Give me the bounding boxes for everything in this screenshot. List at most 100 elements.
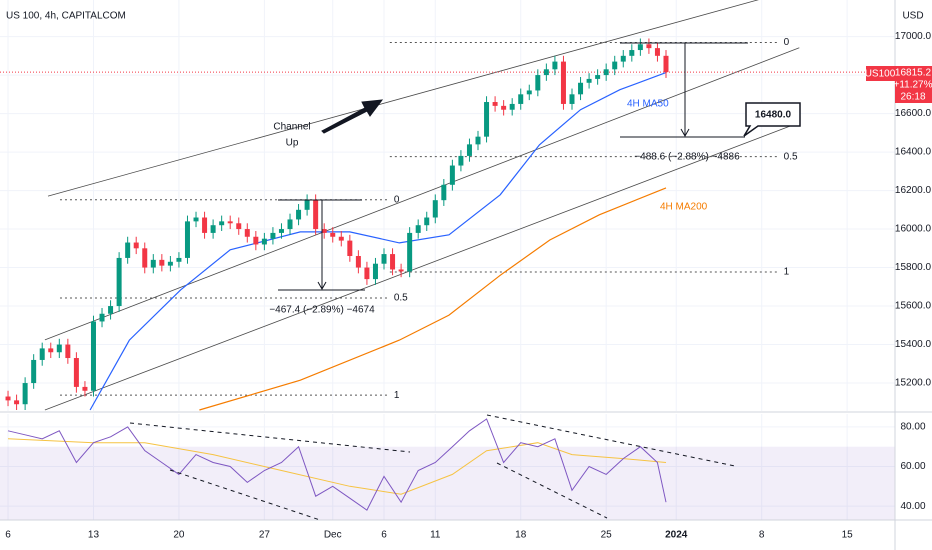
y-tick-label: 15400.0 (895, 339, 932, 350)
candle-body (73, 358, 79, 387)
x-tick-label: 15 (842, 530, 854, 541)
moving-average (199, 187, 667, 411)
candle-body (390, 254, 396, 270)
candle-body (22, 383, 28, 405)
candle-body (82, 386, 88, 391)
candle-body (663, 55, 669, 73)
candle-body (236, 223, 242, 230)
candle-body (142, 248, 148, 268)
rsi-band (0, 446, 895, 520)
x-tick-label: 2024 (665, 530, 688, 541)
x-tick-label: 25 (601, 530, 613, 541)
candle-body (347, 240, 353, 257)
change: +11.27% (893, 80, 932, 91)
candle-body (586, 78, 592, 83)
candle-body (372, 263, 378, 280)
y-tick-label: 60.00 (900, 461, 925, 472)
candle-body (432, 200, 438, 218)
candle-body (595, 75, 601, 79)
channel-line (44, 124, 795, 411)
candle-body (304, 200, 310, 210)
measure-arrow-head (680, 128, 690, 138)
y-tick-label: 16400.0 (895, 147, 932, 158)
candle-body (569, 94, 575, 104)
candle-body (116, 257, 122, 307)
candle-body (244, 229, 250, 237)
fib-label: 1 (394, 390, 400, 401)
last-price: 16815.2 (895, 68, 932, 79)
candle-body (578, 82, 584, 95)
candle-body (219, 221, 225, 226)
channel-line (44, 47, 800, 341)
candle-body (39, 348, 45, 360)
candle-body (99, 313, 105, 322)
y-tick-label: 17000.0 (895, 31, 932, 42)
y-tick-label: 80.00 (900, 422, 925, 433)
drawings (129, 42, 801, 521)
annotation: Channel (273, 122, 310, 133)
candle-body (620, 55, 626, 62)
candle-body (313, 200, 319, 230)
candle-body (125, 242, 131, 258)
candle-body (398, 269, 404, 272)
candle-body (133, 242, 139, 249)
candle-body (424, 217, 430, 226)
y-tick-label: 15800.0 (895, 262, 932, 273)
rsi-pane (0, 414, 895, 520)
rsi-trendline (129, 422, 411, 453)
candle-body (603, 69, 609, 76)
x-tick-label: 8 (759, 530, 765, 541)
price-tag (895, 66, 932, 103)
candle-body (543, 69, 549, 76)
candle-body (56, 344, 62, 353)
candle-body (441, 184, 447, 201)
arrow (321, 99, 384, 134)
rsi-ma (7, 438, 667, 495)
candle-body (108, 306, 114, 314)
candle-body (253, 236, 259, 245)
candle-body (287, 219, 293, 230)
candle-body (14, 400, 20, 405)
candle-body (475, 136, 481, 145)
candle-body (321, 229, 327, 233)
fib-label: 0.5 (394, 293, 408, 304)
x-tick-label: 18 (515, 530, 527, 541)
candle-body (227, 221, 233, 224)
candle-body (261, 238, 267, 245)
x-tick-label: Dec (324, 530, 342, 541)
price-pane: 0 0.5 1 0 0.5 1 (0, 0, 895, 411)
fib-label: 0.5 (784, 151, 798, 162)
candle-body (381, 254, 387, 264)
candle-body (535, 75, 541, 91)
rsi-trendline (169, 469, 321, 521)
chart-title: US 100, 4h, CAPITALCOM (6, 11, 126, 22)
rsi-trendline (486, 414, 736, 467)
candle-body (560, 61, 566, 104)
candle-body (278, 229, 284, 233)
candle-body (552, 61, 558, 70)
candle-body (501, 105, 507, 110)
candle-body (31, 359, 37, 384)
candle-body (184, 221, 190, 258)
fib-label: 0 (394, 194, 400, 205)
candle-body (90, 321, 96, 391)
candle-body (646, 44, 652, 49)
candle-body (176, 257, 182, 262)
candle-body (518, 94, 524, 104)
fib-label: 0 (784, 37, 790, 48)
candle-body (5, 396, 11, 401)
candle-body (637, 44, 643, 51)
y-tick-label: 15200.0 (895, 378, 932, 389)
candle-body (202, 217, 208, 233)
candle-body (330, 232, 336, 237)
candle-body (509, 103, 515, 110)
x-tick-label: 6 (381, 530, 387, 541)
target-label: 16480.0 (755, 110, 792, 121)
ma-label: 4H MA50 (627, 99, 669, 110)
rsi-line (7, 418, 667, 511)
candle-body (466, 144, 472, 156)
candle-body (407, 232, 413, 272)
candle-body (458, 155, 464, 166)
countdown: 26:18 (900, 92, 925, 103)
